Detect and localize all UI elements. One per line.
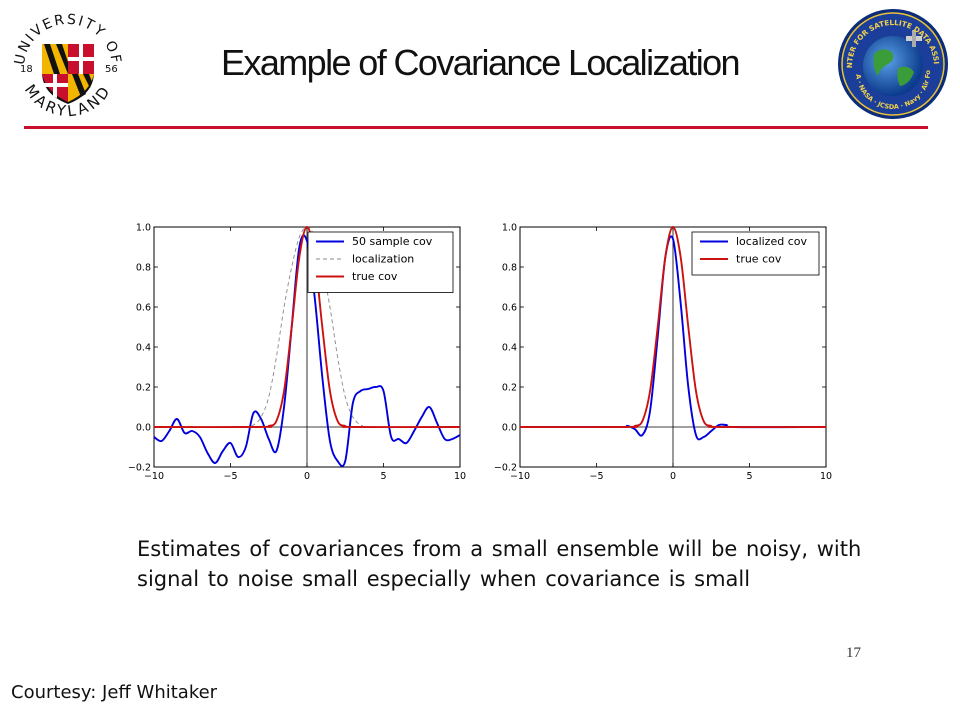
chart1-y-tick-label: 0.6 [136,303,151,314]
chart1-y-tick-label: 0.8 [136,263,151,274]
chart1-legend: 50 sample cov localization true cov [307,231,454,293]
chart1-legend-label-50-sample-cov: 50 sample cov [352,235,433,248]
chart2-legend-label-localized-cov: localized cov [736,235,807,248]
chart1-x-tick-label: −10 [144,471,164,482]
chart1-legend-label-true-cov: true cov [352,270,398,283]
chart2-x-tick-label: −5 [589,471,603,482]
chart2-legend-box [691,231,820,276]
chart2-y-tick-label: 0.4 [502,343,517,354]
chart2-y-tick-label: 0.2 [502,383,517,394]
chart2-y-tick-label: 0.8 [502,263,517,274]
chart-sample-vs-true-cov: −10 −5 0 5 10 −0.2 0.0 0.2 0.4 0.6 0.8 1.0 50 sample… [128,223,466,483]
jcsda-logo: JOINT CENTER FOR SATELLITE DATA ASSIMILA… [832,0,950,122]
chart2-series-line-true-cov [519,226,827,429]
chart1-y-tick-label: 0.4 [136,343,151,354]
svg-text:18: 18 [20,64,33,75]
chart2-series-line-localized-cov [519,235,827,441]
svg-text:56: 56 [105,64,118,75]
chart1-y-tick-label: 0.0 [136,423,151,434]
chart1-y-tick-label: 0.2 [136,383,151,394]
chart1-x-tick-label: −5 [223,471,237,482]
chart1-x-tick-label: 10 [454,471,466,482]
chart-localized-vs-true-cov: −10 −5 0 5 10 −0.2 0.0 0.2 0.4 0.6 0.8 1.0 localized… [494,223,832,483]
chart2-x-tick-label: 0 [670,471,676,482]
chart1-legend-label-localization: localization [352,253,414,266]
university-of-maryland-logo: UNIVERSITY OF MARYLAND 18 56 [4,4,132,126]
slide-body-text: Estimates of covariances from a small en… [137,537,862,591]
chart1-y-tick-label: −0.2 [128,463,151,474]
chart1-series-line-50-sample-cov [153,234,461,468]
chart2-y-tick-label: 0.6 [502,303,517,314]
chart1-x-tick-label: 0 [304,471,310,482]
chart2-y-tick-label: 0.0 [502,423,517,434]
page-number: 17 [846,645,861,661]
chart1-x-tick-label: 5 [380,471,386,482]
title-divider [24,126,928,129]
courtesy-credit: Courtesy: Jeff Whitaker [11,682,218,703]
chart2-legend: localized cov true cov [691,231,820,276]
chart2-x-tick-label: 5 [746,471,752,482]
chart1-y-tick-label: 1.0 [136,223,151,234]
chart2-x-tick-label: 10 [820,471,832,482]
chart1-series-line-true-cov [153,226,461,429]
chart2-legend-label-true-cov: true cov [736,253,782,266]
chart2-y-tick-label: −0.2 [494,463,517,474]
chart2-x-tick-label: −10 [510,471,530,482]
chart2-y-tick-label: 1.0 [502,223,517,234]
slide-title: Example of Covariance Localization [221,42,741,83]
